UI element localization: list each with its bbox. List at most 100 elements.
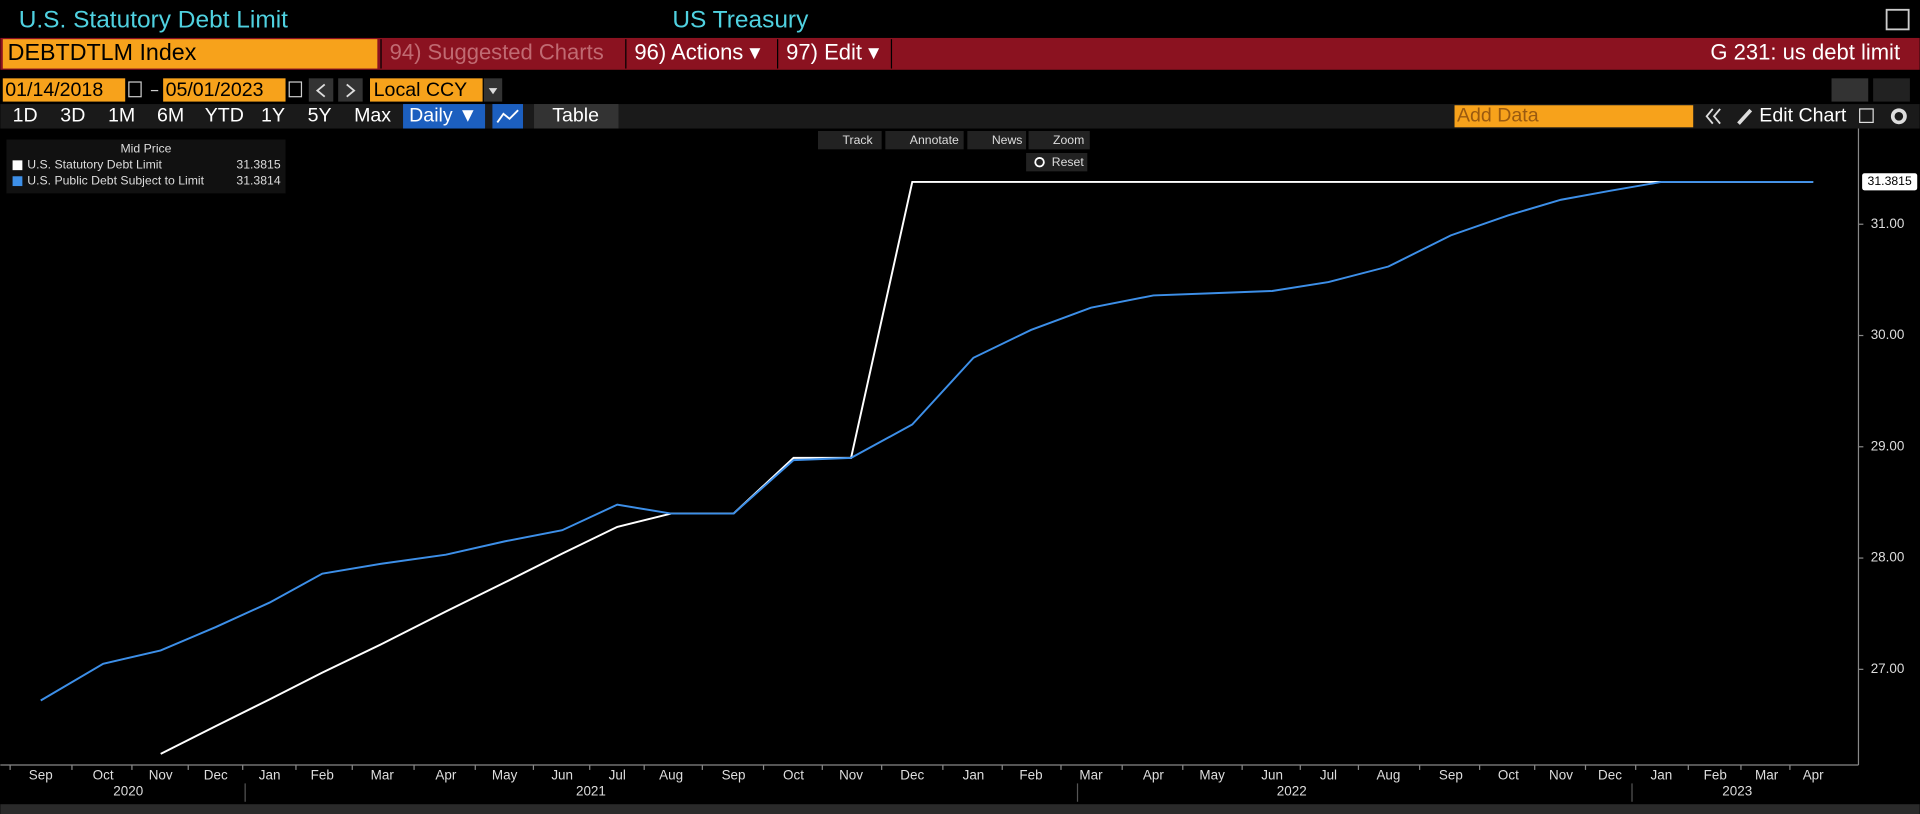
edit-chart[interactable]: Edit Chart [1759,104,1847,126]
currency-box[interactable] [370,78,483,102]
tool-button[interactable] [818,130,882,150]
menu-item[interactable]: 97) Edit ▾ [786,40,879,65]
tool-button[interactable] [967,130,1027,150]
calendar-icon[interactable] [128,81,142,98]
prev-icon [315,83,326,98]
redo-button[interactable] [1873,78,1910,102]
series-line [160,180,1814,755]
period-button[interactable]: 5Y [308,104,332,126]
next-button[interactable] [338,78,363,102]
x-tick-label: Mar [1079,768,1103,783]
next-icon [346,83,356,98]
x-tick-label: Feb [1704,768,1727,783]
calendar-icon[interactable] [288,81,303,98]
add-data-box[interactable] [1454,105,1694,128]
legend-value: 31.3815 [236,157,280,171]
x-tick-label: Oct [1498,768,1519,783]
menu-item[interactable]: 94) Suggested Charts [390,40,604,65]
source: US Treasury [672,6,809,33]
add-data: Add Data [1457,104,1539,126]
x-tick-label: Oct [783,768,804,783]
tool-button[interactable] [885,130,964,150]
x-tick-label: Apr [435,768,456,783]
popout-icon[interactable] [1885,8,1910,31]
x-tick-label: Jun [1261,768,1283,783]
x-tick-label: Apr [1803,768,1824,783]
x-tick-label: Dec [900,768,924,783]
prev-button[interactable] [308,78,334,102]
period-button[interactable]: YTD [205,104,244,126]
chart-type-icon [496,109,519,123]
x-tick-label: Aug [1376,768,1400,783]
period-button[interactable]: 1M [108,104,135,126]
legend-label: U.S. Statutory Debt Limit [27,157,162,171]
currency: Local CCY [374,79,468,101]
legend-label: U.S. Public Debt Subject to Limit [27,173,204,187]
tool-label: News [992,133,1023,147]
period-button[interactable]: 6M [157,104,184,126]
dropdown-icon [488,88,498,95]
tool-label: Track [842,133,873,147]
period-button[interactable]: Max [354,104,391,126]
chart-tools: Track Annotate News Zoom [818,130,1090,150]
status-bar [0,804,1920,814]
table-button[interactable] [534,104,619,129]
series-line [40,180,1814,702]
year-label: 2021 [576,784,606,799]
tool-label: Zoom [1053,133,1084,147]
menu-item[interactable]: 96) Actions ▾ [634,40,760,65]
plot: 27.00 28.00 29.00 30.00 31.00 Sep Oct Nov Dec Jan… [0,128,1918,802]
legend-swatch [12,160,23,171]
period-button[interactable]: 1Y [261,104,285,126]
start-date-box[interactable] [2,78,126,102]
period-button[interactable]: 1D [13,104,38,126]
frequency-box[interactable] [403,104,486,129]
x-tick-label: Jun [551,768,573,783]
reset-label: Reset [1052,155,1085,169]
x-tick-label: Aug [659,768,683,783]
ticker: DEBTDTLM Index [8,39,197,65]
frequency: Daily ▼ [409,104,477,126]
undo-button[interactable] [1831,78,1869,102]
tool-button[interactable] [1028,130,1090,150]
period-button[interactable]: 3D [60,104,85,126]
last-value-badge [1862,173,1918,191]
x-tick-label: Nov [839,768,863,783]
x-tick-label: Dec [204,768,228,783]
x-tick-label: Mar [1755,768,1779,783]
year-label: 2023 [1722,784,1752,799]
x-tick-label: Oct [93,768,114,783]
x-tick-label: Nov [1549,768,1573,783]
annotate-icon[interactable] [1859,108,1874,124]
y-tick-label: 27.00 [1871,661,1905,676]
reset-icon [1034,156,1045,168]
last-value-label: 31.3815 [1868,174,1912,188]
x-tick-label: Sep [29,768,53,783]
x-tick-label: Jan [963,768,985,783]
legend-title: Mid Price [121,142,172,156]
x-tick-label: Dec [1598,768,1622,783]
y-tick-label: 30.00 [1871,327,1905,342]
x-tick-label: Feb [1019,768,1042,783]
legend-value: 31.3814 [236,173,280,187]
window-title: U.S. Statutory Debt Limit [19,6,288,33]
ticker-box[interactable] [2,39,378,69]
end-date-box[interactable] [163,78,286,102]
table-label: Table [552,104,599,126]
x-tick-label: Jan [259,768,281,783]
period-buttons: 1D 3D 1M 6M YTD 1Y 5Y Max [13,104,392,126]
year-label: 2020 [113,784,143,799]
x-tick-label: Nov [149,768,173,783]
x-tick-label: Jul [1320,768,1337,783]
settings-icon[interactable] [1890,108,1907,125]
year-label: 2022 [1277,784,1307,799]
y-tick-label: 31.00 [1871,216,1905,231]
start-date: 01/14/2018 [5,79,103,101]
x-tick-label: Jan [1651,768,1673,783]
collapse-icon[interactable] [1705,108,1721,125]
edit-icon [1737,108,1753,125]
x-tick-label: Mar [371,768,395,783]
tool-label: Annotate [910,133,959,147]
x-tick-label: Jul [609,768,626,783]
